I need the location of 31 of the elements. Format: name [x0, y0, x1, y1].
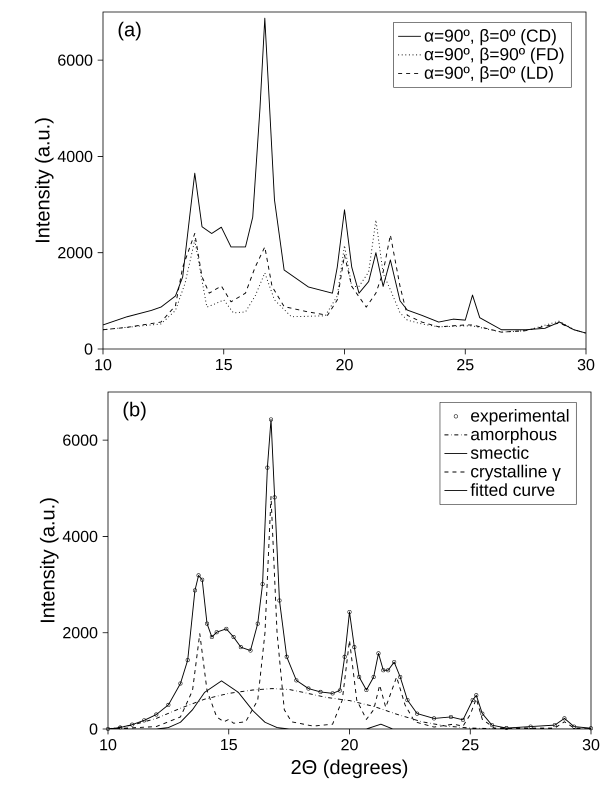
legend-label: experimental — [471, 409, 568, 426]
x-tick-label: 20 — [341, 739, 358, 750]
y-tick-label: 2000 — [58, 247, 92, 258]
x-tick-label: 15 — [221, 739, 237, 750]
x-tick-label: 25 — [462, 739, 478, 750]
annotation: (b) — [124, 402, 146, 420]
x-axis-title: 2Θ (degrees) — [292, 760, 408, 778]
y-tick-label: 2000 — [63, 627, 98, 638]
y-tick-label: 0 — [90, 723, 98, 735]
y-tick-label: 6000 — [58, 54, 92, 66]
legend-label: fitted curve — [470, 483, 554, 496]
legend-label: amorphous — [471, 428, 556, 444]
y-tick-label: 0 — [84, 343, 92, 355]
y-axis-title: Intensity (a.u.) — [34, 118, 54, 242]
y-tick-label: 6000 — [63, 434, 98, 446]
legend-label: α=90º, β=90º (FD) — [424, 48, 564, 64]
x-tick-label: 10 — [95, 359, 112, 370]
x-tick-label: 15 — [216, 359, 232, 370]
legend-label: α=90º, β=0º (LD) — [424, 66, 553, 82]
legend-label: crystalline γ — [471, 464, 561, 481]
legend-label: smectic — [470, 446, 529, 459]
x-tick-label: 20 — [336, 359, 353, 370]
x-tick-label: 10 — [100, 739, 116, 750]
legend-label: α=90º, β=0º (CD) — [424, 29, 556, 46]
annotation: (a) — [118, 22, 141, 40]
x-tick-label: 30 — [582, 739, 600, 750]
x-tick-label: 25 — [457, 359, 474, 370]
y-tick-label: 4000 — [58, 150, 92, 162]
y-axis-title: Intensity (a.u.) — [40, 498, 59, 622]
y-tick-label: 4000 — [62, 530, 98, 542]
x-tick-label: 30 — [578, 359, 594, 370]
